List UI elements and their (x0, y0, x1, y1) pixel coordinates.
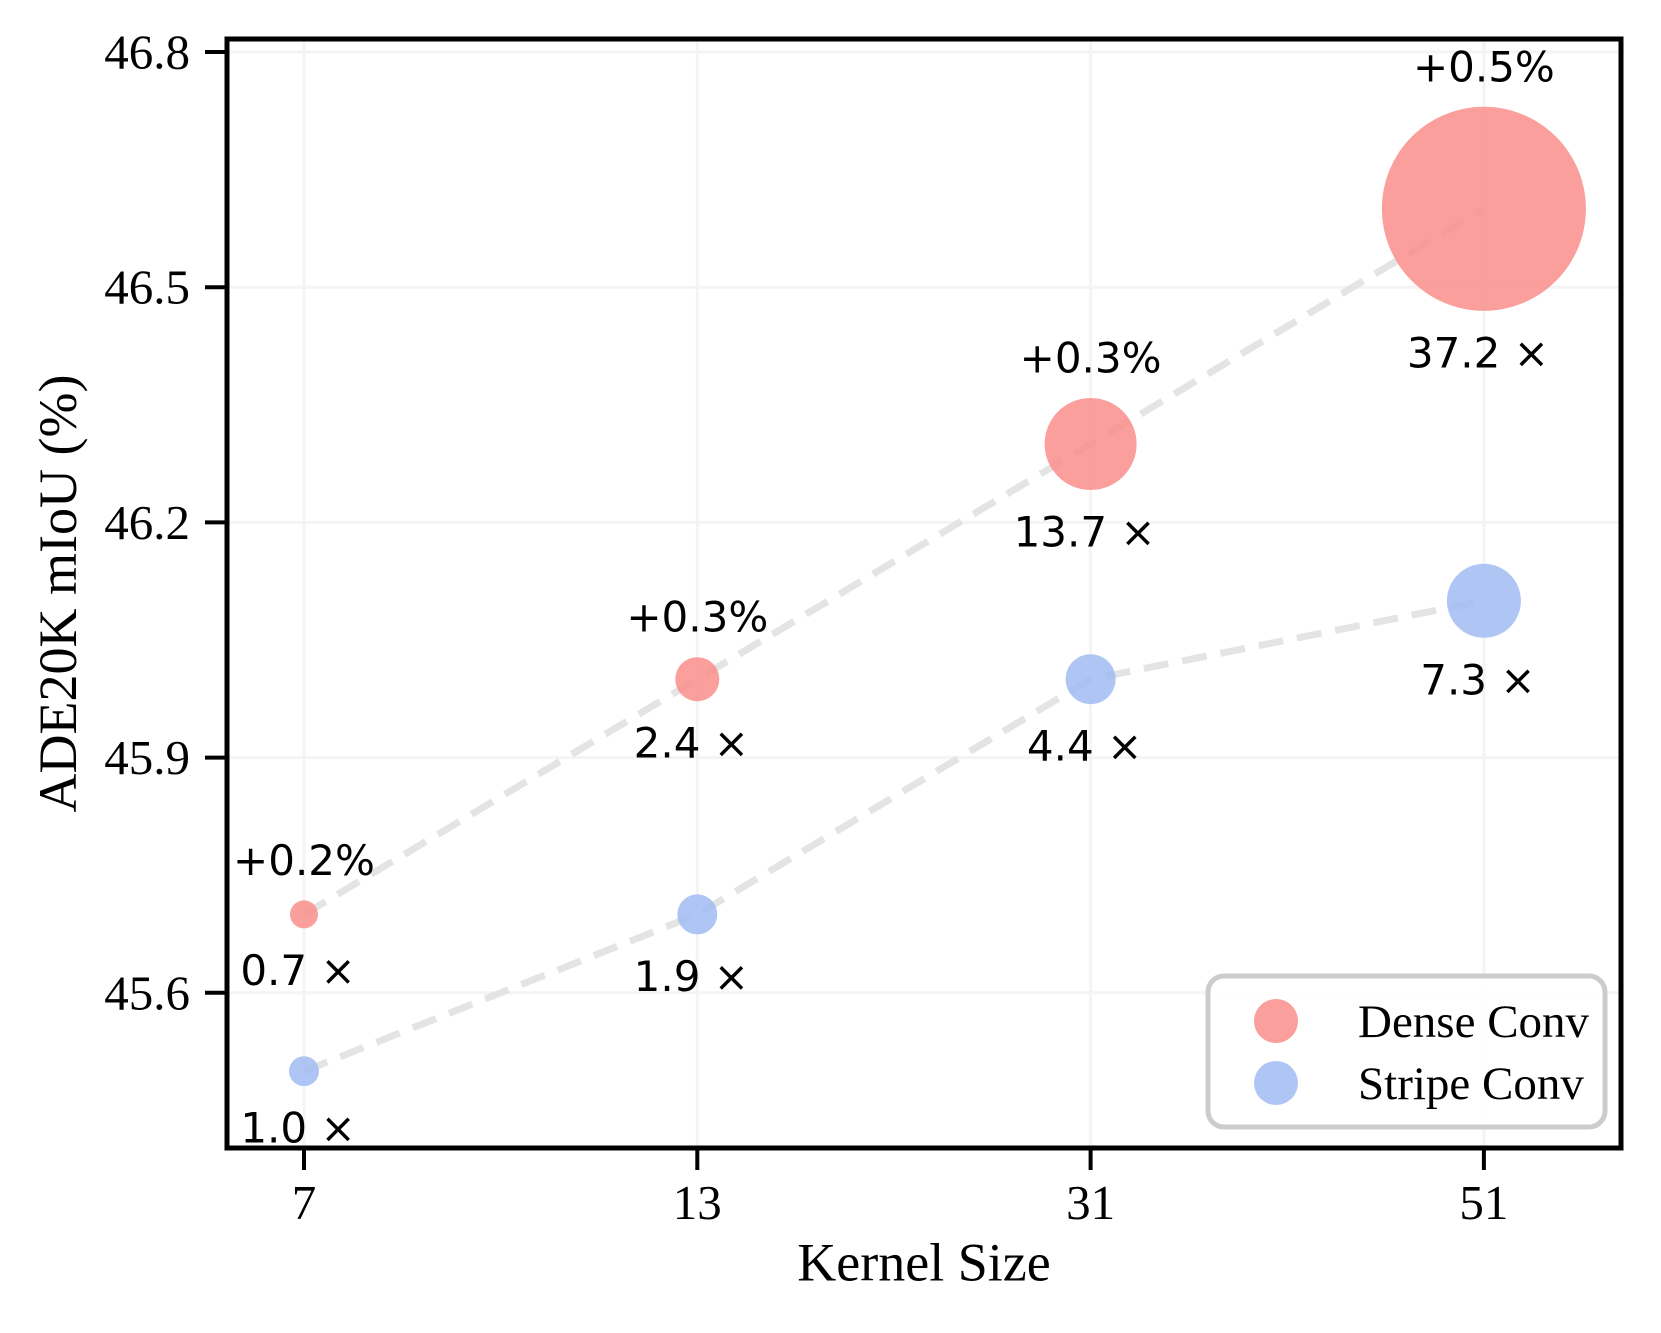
y-tick-label: 45.6 (104, 965, 190, 1020)
stripe-conv-trend-line (302, 597, 1485, 1075)
legend-marker-dense-conv (1254, 999, 1298, 1043)
legend-box (1205, 973, 1608, 1130)
x-axis-label: Kernel Size (797, 1232, 1050, 1292)
dense-conv-cost-label: 2.4 × (634, 719, 749, 768)
y-tick-label: 46.5 (104, 260, 190, 315)
plot-border (224, 36, 1624, 1151)
dense-conv-gain-label: +0.3% (1020, 334, 1162, 383)
stripe-conv-bubble (289, 1056, 319, 1087)
stripe-conv-cost-label: 1.0 × (240, 1104, 355, 1153)
x-tick-label: 7 (292, 1175, 317, 1230)
stripe-conv-cost-label: 7.3 × (1420, 655, 1535, 704)
x-tick-label: 13 (673, 1175, 722, 1230)
legend-marker-stripe-conv (1254, 1061, 1298, 1105)
legend-label-stripe-conv: Stripe Conv (1358, 1058, 1584, 1110)
dense-conv-trend-line (302, 205, 1486, 918)
dense-conv-gain-label: +0.3% (626, 593, 768, 642)
stripe-conv-bubble (1446, 563, 1521, 638)
dense-conv-cost-label: 37.2 × (1407, 328, 1549, 377)
y-tick-label: 46.2 (104, 495, 190, 550)
legend-label-dense-conv: Dense Conv (1358, 996, 1590, 1048)
y-tick-label: 45.9 (104, 730, 190, 785)
dense-conv-gain-label: +0.5% (1413, 42, 1555, 91)
stripe-conv-cost-label: 1.9 × (634, 952, 749, 1001)
dense-conv-cost-label: 13.7 × (1014, 508, 1156, 557)
y-tick-label: 46.8 (104, 25, 190, 80)
dense-conv-cost-label: 0.7 × (240, 946, 355, 995)
dense-conv-bubble (1381, 106, 1586, 311)
dense-conv-bubble (290, 900, 318, 929)
dense-conv-bubble (1044, 398, 1137, 490)
dense-conv-bubble (675, 657, 720, 702)
x-tick-label: 51 (1459, 1175, 1508, 1230)
stripe-conv-bubble (677, 894, 718, 935)
x-tick-label: 31 (1066, 1175, 1115, 1230)
dense-conv-gain-label: +0.2% (233, 836, 375, 885)
y-axis-label: ADE20K mIoU (%) (28, 375, 88, 813)
stripe-conv-cost-label: 4.4 × (1027, 722, 1142, 771)
stripe-conv-bubble (1065, 654, 1116, 705)
